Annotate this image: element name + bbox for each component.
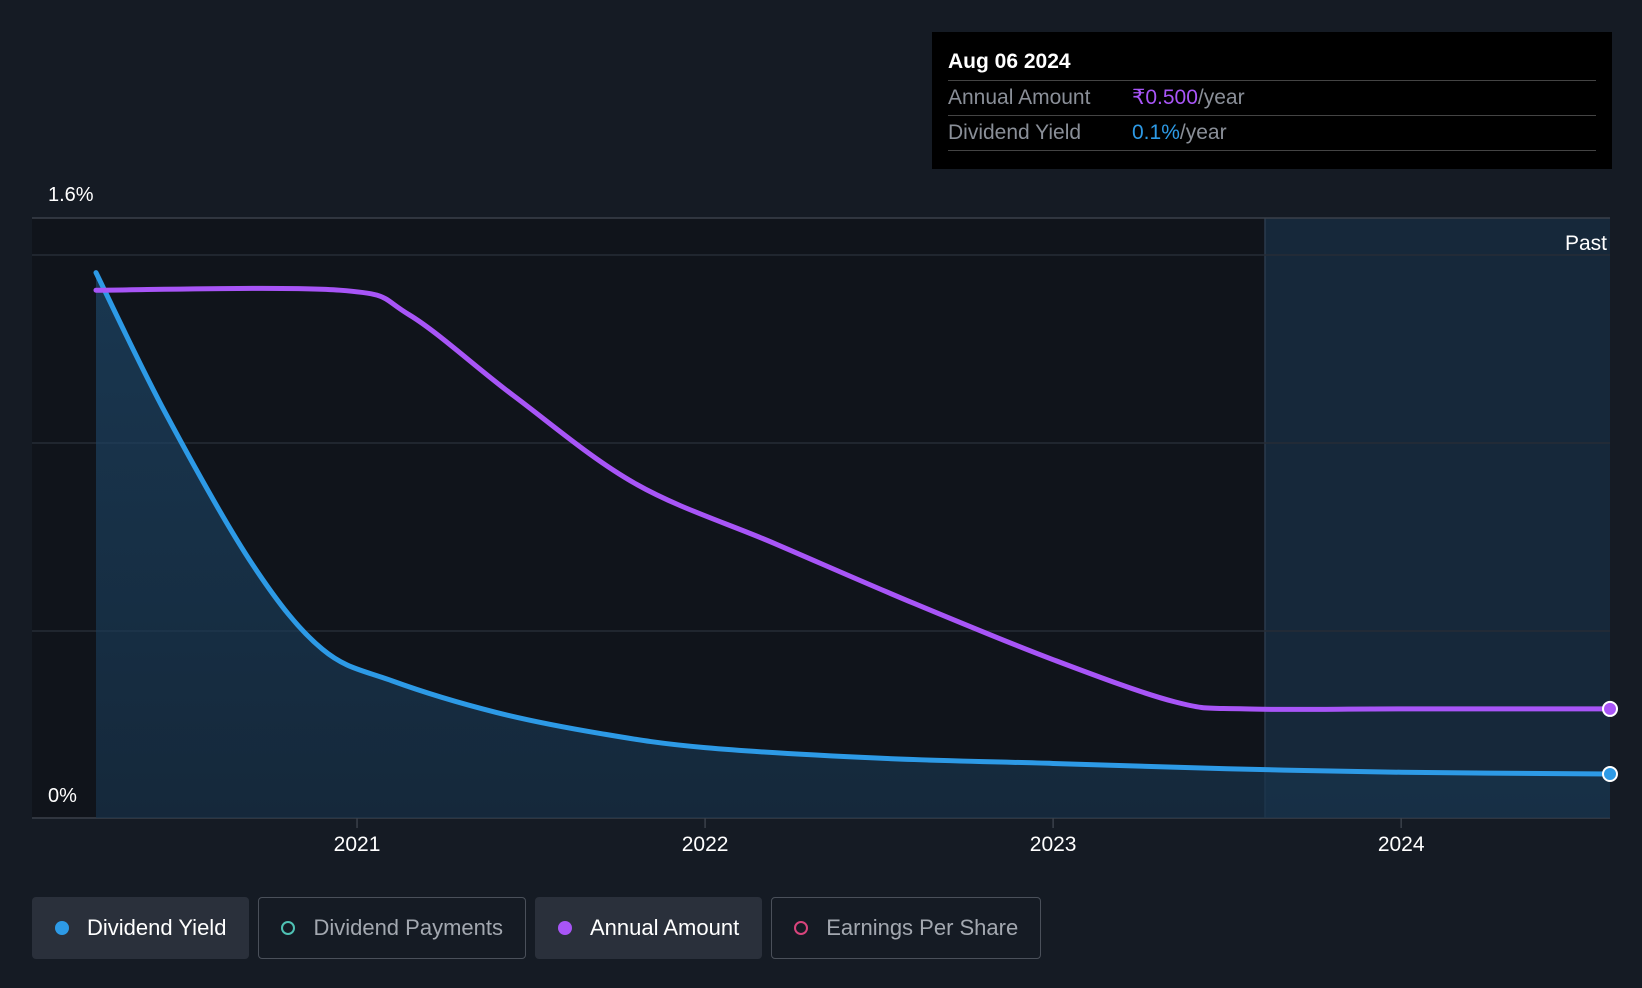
legend-label: Annual Amount (589, 915, 740, 940)
legend-label: Dividend Yield (87, 915, 227, 940)
legend-label: Dividend Payments (313, 915, 503, 940)
dividend-yield-line (93, 270, 1613, 777)
legend-earnings-per-share-button[interactable]: Earnings Per Share (771, 897, 1042, 959)
lines-layer (93, 270, 1618, 783)
past-region (1265, 218, 1610, 818)
legend-dividend-payments-button[interactable]: Dividend Payments (258, 897, 526, 959)
tooltip-unit: /year (1197, 86, 1245, 109)
tooltip-value: 0.1% (1132, 121, 1180, 144)
y-top-label: 1.6% (48, 184, 94, 206)
y-bottom-label: 0% (48, 785, 77, 807)
hollow-dot-icon (794, 921, 809, 935)
tooltip-row-annual-amount: Annual Amount ₹0.500 /year (948, 81, 1596, 116)
x-tick-label: 2022 (682, 833, 729, 856)
legend: Dividend Yield Dividend Payments Annual … (32, 897, 1042, 959)
tooltip-label: Dividend Yield (948, 121, 1082, 144)
annual-amount-line (93, 285, 1613, 712)
hollow-dot-icon (281, 921, 296, 935)
tooltip-unit: /year (1179, 121, 1227, 144)
x-tick-label: 2021 (334, 833, 381, 856)
legend-label: Earnings Per Share (826, 915, 1019, 940)
tooltip: Aug 06 2024 Annual Amount ₹0.500 /year D… (932, 32, 1612, 169)
tooltip-label: Annual Amount (948, 86, 1091, 109)
tooltip-date: Aug 06 2024 (948, 46, 1596, 81)
x-tick-label: 2024 (1378, 833, 1425, 856)
legend-annual-amount-button[interactable]: Annual Amount (534, 897, 763, 959)
x-tick-label: 2023 (1030, 833, 1077, 856)
past-label: Past (1565, 232, 1607, 255)
x-axis: 2021 2022 2023 2024 (334, 818, 1425, 856)
area-layer (96, 272, 1610, 818)
dividend-yield-end-point[interactable] (1602, 766, 1618, 783)
filled-dot-icon (557, 921, 572, 935)
filled-dot-icon (55, 921, 69, 935)
dividend-yield-area (96, 272, 1610, 818)
tooltip-value: ₹0.500 (1132, 86, 1198, 109)
tooltip-row-dividend-yield: Dividend Yield 0.1% /year (948, 116, 1596, 151)
annual-amount-end-point[interactable] (1602, 700, 1618, 717)
legend-dividend-yield-button[interactable]: Dividend Yield (32, 897, 250, 959)
